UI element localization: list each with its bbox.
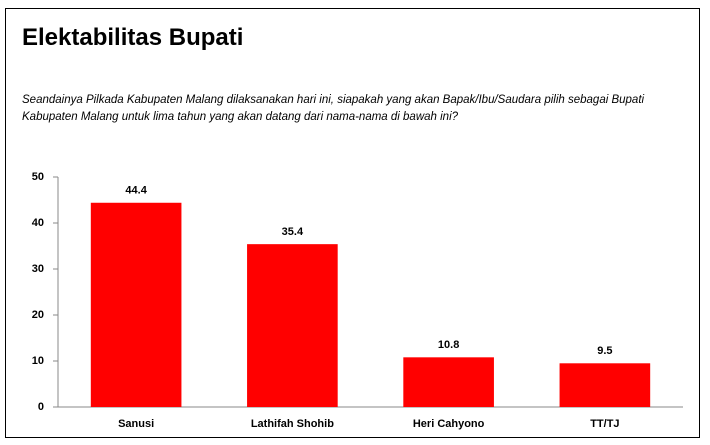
bar bbox=[559, 363, 651, 407]
chart-subtitle: Seandainya Pilkada Kabupaten Malang dila… bbox=[22, 94, 645, 123]
bar bbox=[90, 202, 182, 407]
x-tick-label: Heri Cahyono bbox=[413, 418, 485, 430]
frame bbox=[5, 8, 700, 438]
y-tick-label: 30 bbox=[32, 263, 44, 275]
bar bbox=[247, 244, 338, 407]
value-label: 44.4 bbox=[125, 185, 147, 197]
y-tick-label: 50 bbox=[32, 171, 44, 183]
chart-title: Elektabilitas Bupati bbox=[22, 24, 244, 51]
y-tick-label: 40 bbox=[32, 217, 44, 229]
y-tick-label: 20 bbox=[32, 309, 44, 321]
bar bbox=[403, 357, 494, 407]
y-tick-label: 10 bbox=[32, 355, 44, 367]
value-label: 9.5 bbox=[597, 345, 612, 357]
x-tick-label: Lathifah Shohib bbox=[251, 418, 334, 430]
value-label: 10.8 bbox=[438, 339, 459, 351]
y-tick-label: 0 bbox=[38, 401, 44, 413]
x-tick-label: TT/TJ bbox=[590, 418, 619, 430]
value-label: 35.4 bbox=[282, 226, 304, 238]
x-tick-label: Sanusi bbox=[118, 418, 154, 430]
